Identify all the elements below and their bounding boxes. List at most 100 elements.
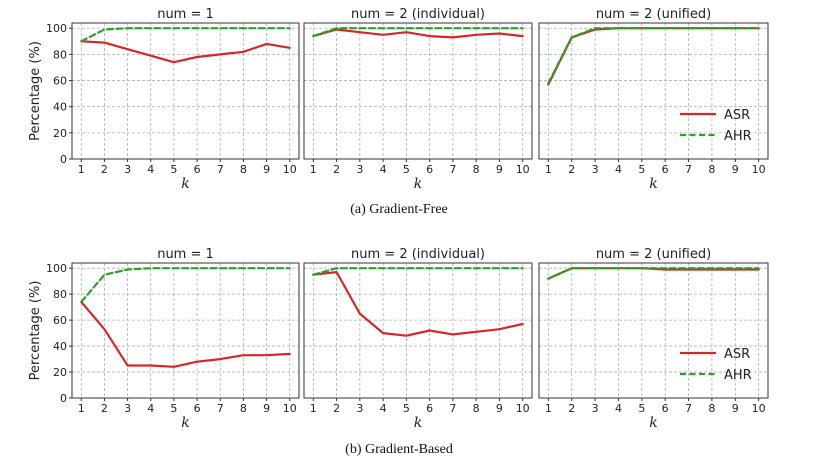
panel-1: num = 1 1 2 3 4 5 6 7 8 9 10 k 0 20 40 60 80 100 — [46, 7, 300, 192]
x-tick-label: 6 — [426, 402, 433, 415]
panel-frame — [71, 262, 300, 399]
y-tick-label: 100 — [46, 262, 67, 275]
x-tick-label: 10 — [752, 402, 766, 415]
x-tick-label: 1 — [78, 163, 85, 176]
panel-2: num = 2 (individual) 1 2 3 4 5 6 7 8 9 10 k — [303, 247, 533, 431]
legend-label-ahr: AHR — [724, 368, 752, 383]
y-tick-label: 0 — [60, 153, 67, 166]
x-tick-label: 8 — [473, 163, 480, 176]
y-tick-label: 40 — [53, 340, 67, 353]
x-axis-label: k — [649, 415, 657, 431]
series-ahr-line — [312, 27, 524, 38]
x-tick-label: 10 — [516, 163, 530, 176]
x-tick-label: 2 — [568, 402, 575, 415]
x-tick-label: 1 — [310, 163, 317, 176]
x-axis-label: k — [414, 415, 422, 431]
x-tick-label: 9 — [732, 402, 739, 415]
y-tick-label: 60 — [53, 314, 67, 327]
panel-title: num = 2 (unified) — [596, 7, 711, 22]
x-tick-label: 5 — [170, 163, 177, 176]
legend-label-ahr: AHR — [724, 129, 752, 144]
panel-frame — [538, 262, 769, 399]
series-ahr-line — [80, 27, 291, 43]
y-tick-label: 80 — [53, 288, 67, 301]
x-tick-label: 8 — [708, 402, 715, 415]
y-tick-label: 60 — [53, 75, 67, 88]
x-tick-label: 7 — [449, 163, 456, 176]
x-tick-label: 4 — [147, 163, 154, 176]
x-tick-label: 2 — [333, 163, 340, 176]
panel-frame — [538, 22, 769, 160]
x-tick-label: 6 — [426, 163, 433, 176]
y-axis-label: Percentage (%) — [28, 281, 43, 381]
x-axis-label: k — [414, 176, 422, 192]
subfigure-caption: (a) Gradient-Free — [350, 202, 448, 217]
x-tick-label: 10 — [283, 402, 297, 415]
x-tick-label: 7 — [685, 163, 692, 176]
x-tick-label: 2 — [568, 163, 575, 176]
series-ahr-line — [312, 267, 524, 276]
x-tick-label: 8 — [708, 163, 715, 176]
x-tick-label: 4 — [380, 402, 387, 415]
panel-title: num = 2 (unified) — [596, 247, 711, 262]
x-tick-label: 6 — [662, 402, 669, 415]
series-asr-line — [80, 40, 291, 64]
panel-title: num = 2 (individual) — [351, 7, 485, 22]
x-tick-label: 3 — [356, 163, 363, 176]
x-tick-label: 2 — [101, 402, 108, 415]
series-ahr-line — [80, 267, 291, 303]
x-tick-label: 5 — [170, 402, 177, 415]
x-tick-label: 1 — [78, 402, 85, 415]
subfigure-1: Percentage (%) (a) Gradient-Free num = 1 1 2… — [28, 7, 769, 217]
x-tick-label: 9 — [732, 163, 739, 176]
x-tick-label: 9 — [496, 402, 503, 415]
x-tick-label: 4 — [147, 402, 154, 415]
x-tick-label: 3 — [124, 163, 131, 176]
y-tick-label: 20 — [53, 127, 67, 140]
x-tick-label: 5 — [403, 163, 410, 176]
legend: ASR AHR — [680, 108, 752, 144]
x-tick-label: 8 — [240, 402, 247, 415]
x-tick-label: 7 — [449, 402, 456, 415]
series-asr-line — [547, 267, 760, 280]
x-tick-label: 7 — [217, 402, 224, 415]
x-axis-label: k — [649, 176, 657, 192]
x-tick-label: 10 — [283, 163, 297, 176]
x-tick-label: 2 — [333, 402, 340, 415]
x-tick-label: 9 — [263, 402, 270, 415]
panel-frame — [71, 22, 300, 160]
x-tick-label: 6 — [194, 163, 201, 176]
panel-frame — [303, 22, 533, 160]
series-ahr-line — [547, 267, 760, 280]
subfigure-caption: (b) Gradient-Based — [345, 442, 453, 457]
series-asr-line — [312, 28, 524, 39]
x-tick-label: 1 — [310, 402, 317, 415]
x-tick-label: 8 — [240, 163, 247, 176]
x-tick-label: 5 — [638, 163, 645, 176]
x-tick-label: 4 — [380, 163, 387, 176]
x-tick-label: 9 — [263, 163, 270, 176]
x-tick-label: 9 — [496, 163, 503, 176]
x-tick-label: 3 — [124, 402, 131, 415]
series-ahr-line — [547, 27, 760, 85]
x-tick-label: 3 — [356, 402, 363, 415]
x-tick-label: 5 — [638, 402, 645, 415]
x-tick-label: 6 — [662, 163, 669, 176]
x-tick-label: 6 — [194, 402, 201, 415]
x-tick-label: 10 — [516, 402, 530, 415]
legend: ASR AHR — [680, 347, 752, 383]
y-axis-label: Percentage (%) — [28, 41, 43, 141]
series-asr-line — [547, 27, 760, 86]
panel-3: num = 2 (unified) 1 2 3 4 5 6 7 8 9 10 k ASR AHR — [538, 7, 769, 192]
y-tick-label: 0 — [60, 392, 67, 405]
y-tick-label: 40 — [53, 101, 67, 114]
x-tick-label: 4 — [615, 163, 622, 176]
legend-label-asr: ASR — [724, 108, 750, 123]
x-axis-label: k — [181, 415, 189, 431]
panel-title: num = 2 (individual) — [351, 247, 485, 262]
x-axis-label: k — [181, 176, 189, 192]
y-tick-label: 100 — [46, 22, 67, 35]
x-tick-label: 5 — [403, 402, 410, 415]
panel-1: num = 1 1 2 3 4 5 6 7 8 9 10 k 0 20 40 60 80 100 — [46, 247, 300, 431]
